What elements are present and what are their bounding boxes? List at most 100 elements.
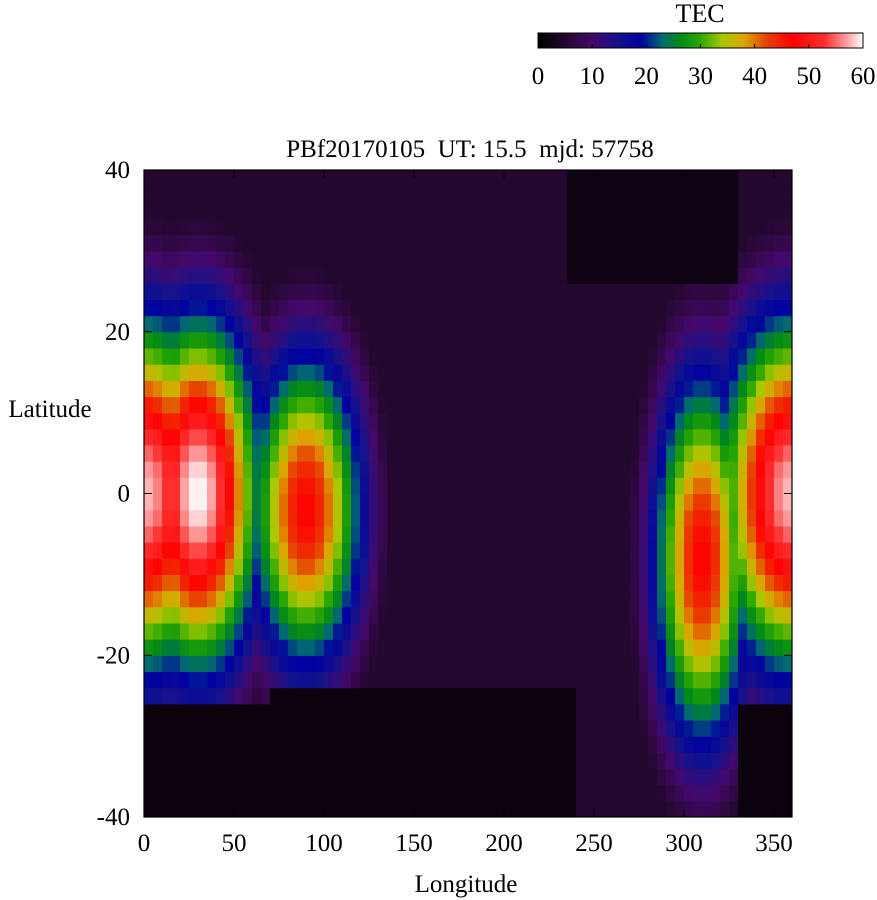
heatmap-cell [648,606,658,624]
heatmap-cell [540,590,550,608]
heatmap-cell [369,558,379,575]
heatmap-cell [468,250,478,268]
heatmap-cell [486,347,496,365]
heatmap-cell [549,558,559,575]
heatmap-cell [720,574,730,592]
heatmap-cell [279,671,289,689]
heatmap-cell [702,202,712,220]
heatmap-cell [369,477,379,495]
heatmap-cell [387,509,397,527]
heatmap-cell [171,364,181,381]
heatmap-cell [783,606,792,624]
heatmap-cell [261,315,271,333]
heatmap-cell [684,800,694,817]
heatmap-cell [675,234,685,252]
y-tick-label: -40 [97,804,130,831]
heatmap-cell [549,703,559,721]
heatmap-cell [207,444,217,462]
heatmap-cell [738,299,748,317]
heatmap-cell [684,590,694,608]
heatmap-cell [495,768,505,786]
heatmap-cell [567,736,577,753]
heatmap-cell [405,331,415,349]
heatmap-cell [585,542,595,559]
heatmap-cell [270,364,280,381]
heatmap-cell [558,542,568,559]
heatmap-cell [576,477,586,495]
heatmap-cell [261,542,271,559]
heatmap-cell [243,719,253,737]
heatmap-cell [171,622,181,640]
heatmap-cell [756,170,766,187]
heatmap-cell [189,493,199,511]
heatmap-cell [342,380,352,398]
heatmap-cell [486,655,496,673]
heatmap-cell [711,606,721,624]
heatmap-cell [531,234,541,252]
heatmap-cell [495,687,505,705]
heatmap-cell [297,477,307,495]
heatmap-cell [351,347,361,365]
heatmap-cell [396,412,406,430]
heatmap-cell [234,234,244,252]
x-tick-label: 150 [395,830,433,857]
heatmap-cell [558,315,568,333]
heatmap-cell [603,202,613,220]
heatmap-cell [540,719,550,737]
heatmap-cell [270,234,280,252]
heatmap-cell [288,736,298,753]
heatmap-cell [216,412,226,430]
heatmap-cell [594,736,604,753]
heatmap-cell [270,752,280,770]
heatmap-cell [486,509,496,527]
heatmap-cell [576,283,586,300]
heatmap-cell [594,315,604,333]
heatmap-cell [612,525,622,543]
heatmap-cell [234,331,244,349]
heatmap-cell [459,364,469,381]
heatmap-cell [423,784,433,802]
heatmap-cell [405,639,415,656]
heatmap-cell [495,396,505,414]
heatmap-cell [729,170,739,187]
heatmap-cell [684,364,694,381]
heatmap-cell [189,525,199,543]
heatmap-cell [756,428,766,446]
heatmap-cell [567,428,577,446]
heatmap-cell [468,639,478,656]
heatmap-cell [306,444,316,462]
heatmap-cell [540,331,550,349]
heatmap-cell [225,736,235,753]
heatmap-cell [198,380,208,398]
heatmap-cell [675,186,685,203]
heatmap-cell [153,590,163,608]
heatmap-cell [693,396,703,414]
heatmap-cell [621,493,631,511]
heatmap-cell [729,800,739,817]
heatmap-cell [450,412,460,430]
heatmap-cell [369,444,379,462]
heatmap-cell [729,218,739,236]
heatmap-cell [369,493,379,511]
heatmap-cell [639,606,649,624]
heatmap-cell [288,267,298,284]
heatmap-cell [279,347,289,365]
heatmap-cell [351,283,361,300]
heatmap-cell [396,606,406,624]
heatmap-cell [351,542,361,559]
heatmap-cell [153,202,163,220]
heatmap-cell [396,671,406,689]
heatmap-cell [351,380,361,398]
heatmap-cell [594,671,604,689]
heatmap-cell [279,752,289,770]
heatmap-cell [747,639,757,656]
heatmap-cell [495,752,505,770]
heatmap-cell [747,558,757,575]
heatmap-cell [486,800,496,817]
heatmap-cell [171,590,181,608]
heatmap-cell [747,736,757,753]
heatmap-cell [756,671,766,689]
heatmap-cell [369,428,379,446]
heatmap-cell [288,542,298,559]
heatmap-cell [342,315,352,333]
